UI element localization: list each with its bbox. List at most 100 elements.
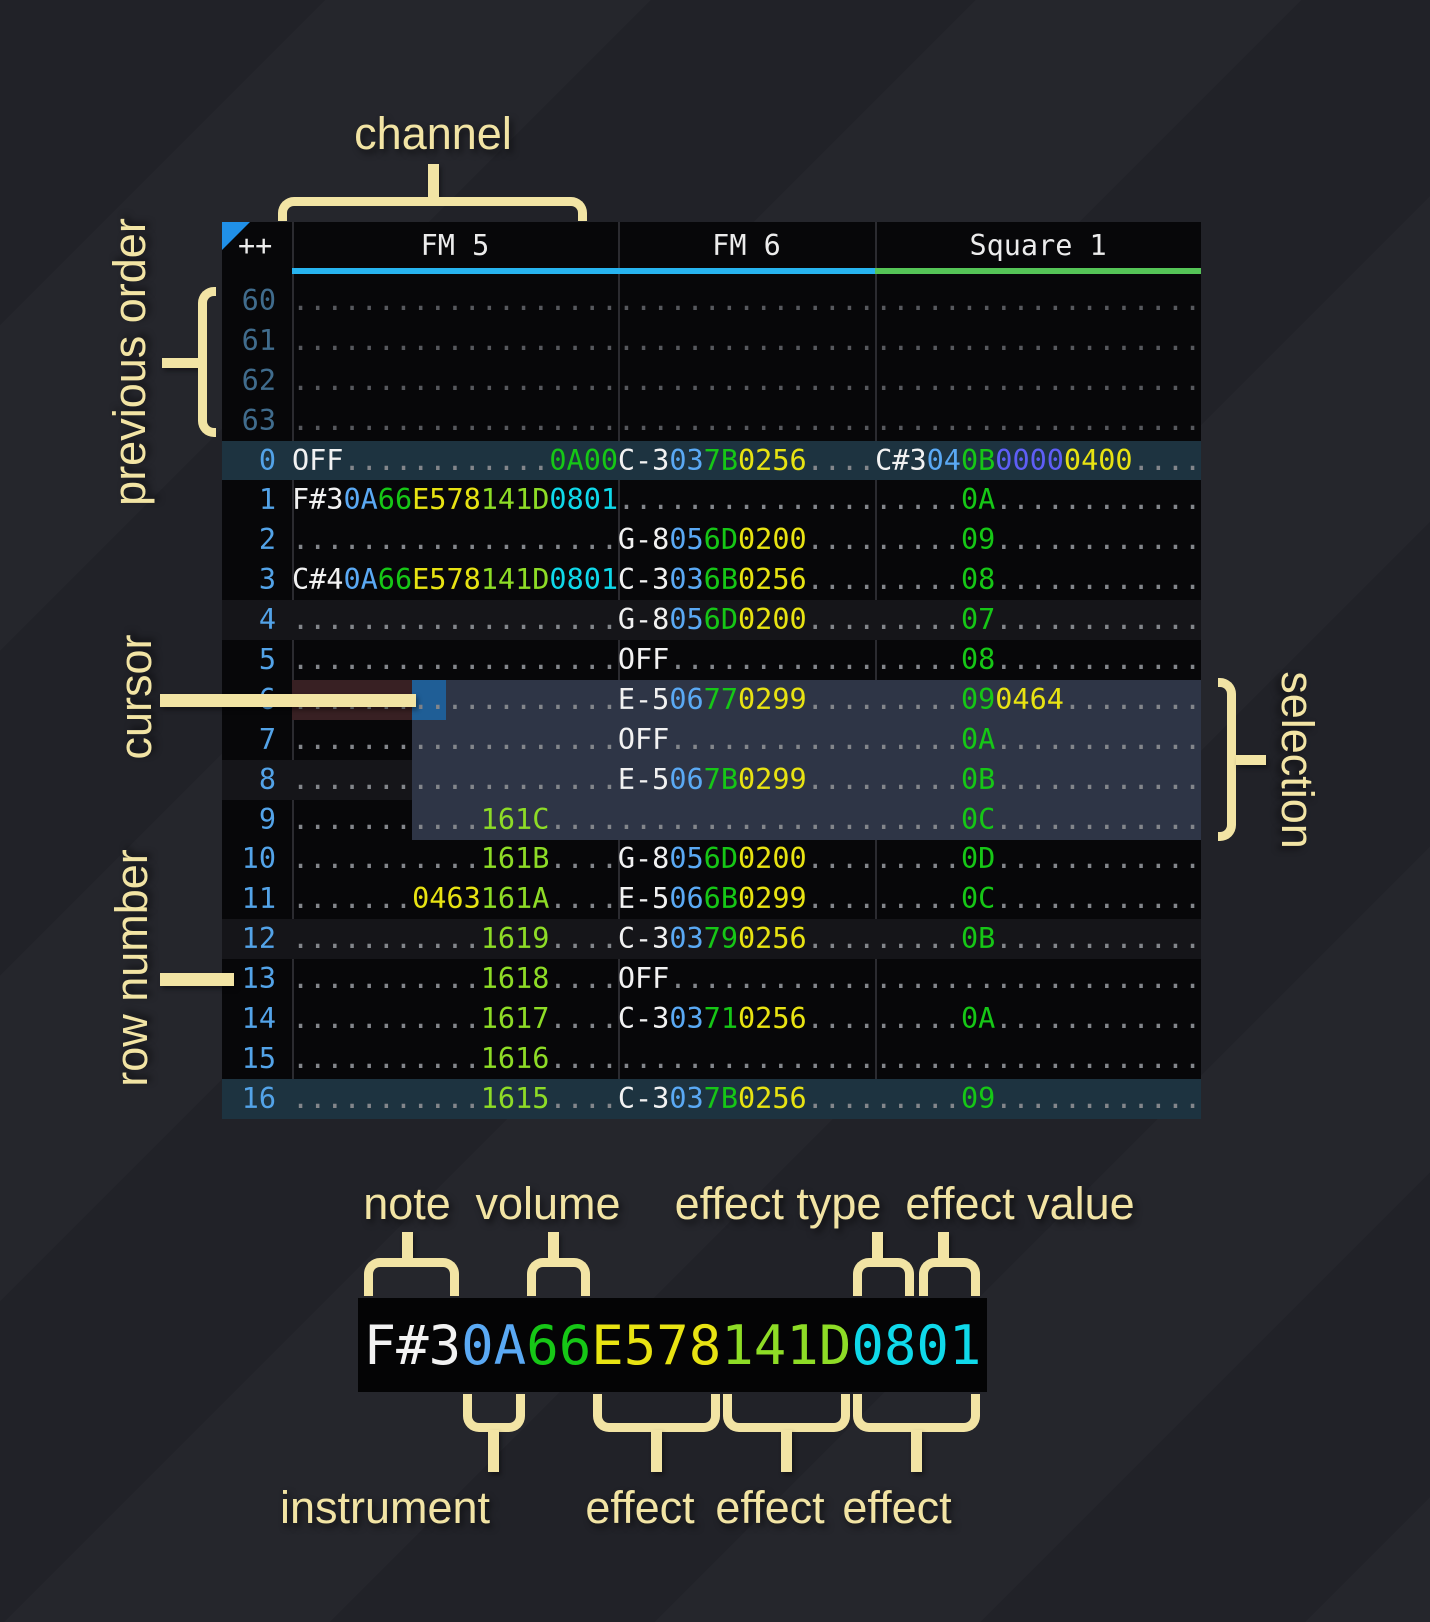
pattern-cell-fm6[interactable]: OFF............ (618, 959, 875, 999)
pattern-row[interactable]: 5................... OFF.................… (222, 640, 1201, 680)
pattern-row[interactable]: 7................... OFF.................… (222, 720, 1201, 760)
pattern-cell-fm6[interactable]: G-8056D0200.... (618, 600, 875, 640)
pattern-cell-fm5[interactable]: ................... (292, 760, 618, 800)
pattern-cell-square1[interactable]: ................... (875, 401, 1201, 441)
pattern-row[interactable]: 12 ...........1619.... C-303790256........… (222, 919, 1201, 960)
pattern-cell-fm5[interactable]: ...........1619.... (292, 919, 618, 959)
pattern-row[interactable]: 8................... E-5067B0299.........… (222, 759, 1201, 800)
pattern-row[interactable]: 11 .......0463161A.... E-5066B0299........… (222, 879, 1201, 919)
pattern-cell-square1[interactable]: .....090464........ (875, 680, 1201, 720)
cell-text: 0464 (995, 682, 1064, 716)
pattern-row[interactable]: 13 ...........1618.... OFF................… (222, 959, 1201, 999)
pattern-cell-fm6[interactable]: ............... (618, 281, 875, 321)
pattern-cell-fm6[interactable]: C-3037B0256.... (618, 441, 875, 481)
pattern-cell-square1[interactable]: .....09............ (875, 520, 1201, 560)
cell-text: 0256 (738, 563, 807, 597)
channel-header-square1[interactable]: Square 1 (969, 228, 1107, 262)
pattern-cell-fm6[interactable]: C-303710256.... (618, 999, 875, 1039)
pattern-cell-fm6[interactable]: E-5067B0299.... (618, 760, 875, 800)
pattern-cell-square1[interactable]: .....0A............ (875, 999, 1201, 1039)
pattern-cell-fm5[interactable]: ...........1615.... (292, 1079, 618, 1119)
pattern-cell-fm5[interactable]: ................... (292, 520, 618, 560)
pattern-cell-square1[interactable]: .....0C............ (875, 879, 1201, 919)
pattern-cell-fm6[interactable]: ............... (618, 480, 875, 520)
cell-text: 0801 (549, 483, 618, 517)
pattern-cell-fm6[interactable]: C-3036B0256.... (618, 560, 875, 600)
channel-header-fm6[interactable]: FM 6 (712, 228, 781, 262)
pattern-cell-square1[interactable]: .....08............ (875, 560, 1201, 600)
pattern-cell-fm6[interactable]: E-5066B0299.... (618, 879, 875, 919)
pattern-row[interactable]: 10 ...........161B.... G-8056D0200........… (222, 839, 1201, 879)
note-stem (402, 1232, 413, 1260)
pattern-cell-fm6[interactable]: ............... (618, 401, 875, 441)
cell-text: ................... (291, 403, 618, 437)
pattern-cell-square1[interactable]: ................... (875, 1039, 1201, 1079)
pattern-row[interactable]: 14 ...........1617.... C-303710256........… (222, 999, 1201, 1039)
pattern-cell-fm6[interactable]: ............... (618, 361, 875, 401)
pattern-cell-fm5[interactable]: ...........1617.... (292, 999, 618, 1039)
pattern-cell-fm5[interactable]: C#40A66E578141D0801 (292, 560, 618, 600)
pattern-row[interactable]: 9 ...........161C........................… (222, 800, 1201, 840)
pattern-cell-square1[interactable]: .....09............ (875, 1079, 1201, 1119)
pattern-row[interactable]: 15 ...........1616.......................… (222, 1039, 1201, 1079)
pattern-cell-fm5[interactable]: .......0463161A.... (292, 879, 618, 919)
pattern-cell-square1[interactable]: C#3040B00000400.... (875, 441, 1201, 481)
order-corner-cell[interactable]: ++ (238, 228, 273, 262)
pattern-row[interactable]: 2................... G-8056D0200.........… (222, 520, 1201, 560)
effect-type-bracket (853, 1258, 914, 1296)
pattern-cell-fm6[interactable]: E-506770299.... (618, 680, 875, 720)
pattern-row[interactable]: 1 F#30A66E578141D0801....................… (222, 480, 1201, 520)
pattern-editor[interactable]: ++ FM 5 FM 6 Square 1 60................… (222, 222, 1201, 1119)
pattern-cell-fm6[interactable]: C-3037B0256.... (618, 1079, 875, 1119)
pattern-cell-fm5[interactable]: ................... (292, 321, 618, 361)
pattern-cell-square1[interactable]: ................... (875, 281, 1201, 321)
pattern-cell-fm5[interactable]: ...........1616.... (292, 1039, 618, 1079)
pattern-cell-fm6[interactable]: ............... (618, 321, 875, 361)
pattern-cell-fm5[interactable]: ...........161C.... (292, 800, 618, 840)
cell-text: ..... (875, 842, 961, 876)
pattern-cell-fm5[interactable]: ................... (292, 600, 618, 640)
cell-text: 05 (669, 842, 704, 876)
pattern-cell-fm6[interactable]: G-8056D0200.... (618, 839, 875, 879)
pattern-cell-fm6[interactable]: OFF............ (618, 640, 875, 680)
pattern-cell-square1[interactable]: .....0B............ (875, 919, 1201, 959)
cell-text: ............ (995, 922, 1202, 956)
pattern-cell-fm5[interactable]: ................... (292, 361, 618, 401)
pattern-cell-fm6[interactable]: ............... (618, 1039, 875, 1079)
pattern-cell-square1[interactable]: .....08............ (875, 640, 1201, 680)
pattern-row[interactable]: 62......................................… (222, 361, 1201, 401)
pattern-cell-fm5[interactable]: ................... (292, 640, 618, 680)
pattern-cell-fm5[interactable]: OFF............0A00 (292, 441, 618, 481)
pattern-cell-square1[interactable]: ................... (875, 361, 1201, 401)
pattern-row[interactable]: 60......................................… (222, 281, 1201, 321)
cell-text: ............ (995, 882, 1202, 916)
pattern-row[interactable]: 16 ...........1615.... C-3037B0256........… (222, 1078, 1201, 1119)
pattern-cell-square1[interactable]: ................... (875, 959, 1201, 999)
pattern-cell-square1[interactable]: .....0B............ (875, 760, 1201, 800)
pattern-cell-fm5[interactable]: F#30A66E578141D0801 (292, 480, 618, 520)
channel-header-fm5[interactable]: FM 5 (420, 228, 490, 262)
pattern-cell-fm5[interactable]: ................... (292, 281, 618, 321)
cell-text: OFF (291, 443, 344, 477)
pattern-cell-square1[interactable]: .....0A............ (875, 720, 1201, 760)
pattern-row[interactable]: 61......................................… (222, 321, 1201, 361)
pattern-cell-fm6[interactable]: C-303790256.... (618, 919, 875, 959)
pattern-cell-fm6[interactable]: ............... (618, 800, 875, 840)
pattern-cell-fm6[interactable]: G-8056D0200.... (618, 520, 875, 560)
pattern-row[interactable]: 0 OFF............0A00 C-3037B0256.... C#304… (222, 440, 1201, 481)
pattern-cell-square1[interactable]: .....0C............ (875, 800, 1201, 840)
pattern-cell-square1[interactable]: ................... (875, 321, 1201, 361)
pattern-cell-fm6[interactable]: OFF............ (618, 720, 875, 760)
pattern-cell-fm5[interactable]: ...........161B.... (292, 839, 618, 879)
pattern-cell-fm5[interactable]: ................... (292, 401, 618, 441)
row-number: 4 (258, 603, 276, 637)
pattern-cell-square1[interactable]: .....0D............ (875, 839, 1201, 879)
pattern-rows[interactable]: 60......................................… (222, 281, 1201, 1119)
pattern-cell-fm5[interactable]: ...........1618.... (292, 959, 618, 999)
pattern-row[interactable]: 3 C#40A66E578141D0801 C-3036B0256.........… (222, 560, 1201, 600)
pattern-row[interactable]: 63......................................… (222, 401, 1201, 441)
pattern-cell-square1[interactable]: .....0A............ (875, 480, 1201, 520)
pattern-cell-fm5[interactable]: ................... (292, 720, 618, 760)
pattern-row[interactable]: 4................... G-8056D0200.........… (222, 600, 1201, 641)
pattern-cell-square1[interactable]: .....07............ (875, 600, 1201, 640)
